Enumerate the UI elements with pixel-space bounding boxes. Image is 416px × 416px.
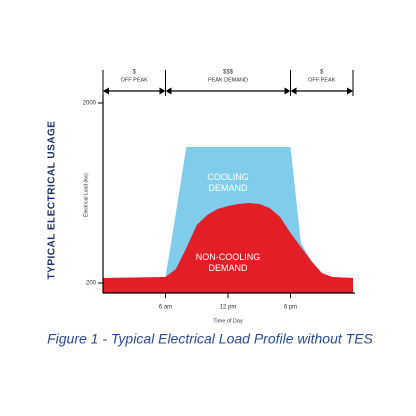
period-label: OFF PEAK [308, 77, 336, 83]
x-axis-label: Time of Day [213, 318, 243, 324]
period-price: $ [133, 70, 137, 76]
area [103, 203, 353, 293]
x-tick-label: 6 am [159, 305, 172, 311]
side-label: TYPICAL ELECTRICAL USAGE [47, 121, 58, 280]
period-price: $ [320, 70, 324, 76]
x-tick-label: 6 pm [284, 305, 297, 311]
y-axis-label: Electrical Load (kw) [83, 173, 89, 217]
x-tick-label: 12 pm [220, 305, 237, 311]
series-label: COOLING DEMAND [207, 172, 249, 193]
period-price: $$$ [223, 70, 234, 76]
y-tick-label: 2000 [83, 101, 97, 107]
period-label: PEAK DEMAND [208, 77, 248, 83]
series-label: NON-COOLING DEMAND [195, 252, 261, 273]
caption: Figure 1 - Typical Electrical Load Profi… [47, 331, 373, 347]
period-label: OFF PEAK [121, 77, 149, 83]
y-tick-label: 200 [86, 281, 97, 287]
